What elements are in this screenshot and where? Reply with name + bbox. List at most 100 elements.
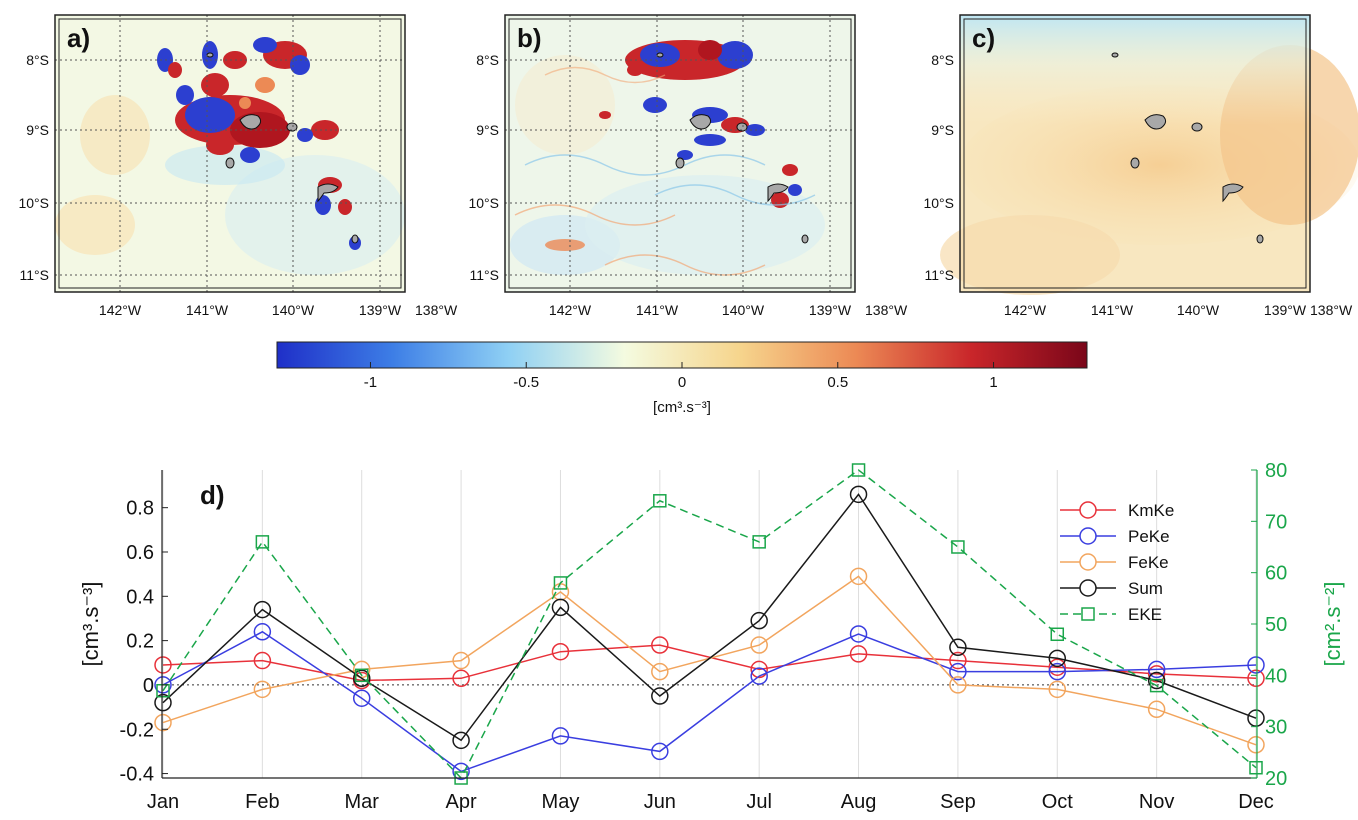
data-point-peke (1147, 660, 1166, 679)
data-point-kmke (849, 645, 868, 663)
legend-marker (1079, 527, 1097, 545)
map-y-tick: 10°S (468, 195, 499, 211)
data-point-kmke (253, 651, 272, 670)
data-point-eke (951, 540, 965, 554)
y-tick-label-right: 20 (1265, 768, 1287, 790)
data-point-sum (750, 611, 768, 630)
y-tick-label-right: 70 (1265, 511, 1287, 533)
legend-label: KmKe (1128, 501, 1174, 520)
data-point-sum (1048, 649, 1067, 668)
data-point-peke (352, 689, 371, 707)
data-point-kmke (1247, 669, 1265, 688)
map-x-tick: 142°W (99, 302, 142, 318)
y-tick-label-left: 0.6 (126, 542, 154, 564)
map-frame-outer (959, 14, 1311, 293)
map-y-tick: 9°S (476, 122, 499, 138)
map-panel-b: b) 142°W 141°W 140°W 139°W 138°W 8°S 9°S… (468, 14, 908, 318)
data-point-peke (651, 742, 669, 761)
data-point-feke (1048, 680, 1067, 699)
data-point-sum (949, 638, 967, 657)
data-point-peke (551, 727, 570, 745)
map-y-tick: 11°S (470, 267, 499, 283)
x-tick-label: Aug (841, 791, 877, 813)
legend-item: PeKe (1060, 527, 1170, 546)
data-point-eke (851, 463, 866, 477)
map-field (940, 15, 1358, 295)
data-point-feke (452, 651, 470, 670)
x-gridlines (162, 470, 1257, 778)
data-point-peke (1048, 662, 1067, 681)
colorbar-tick-label: 0 (678, 374, 686, 391)
data-point-peke (849, 625, 868, 643)
y-tick-label-right: 30 (1265, 717, 1287, 739)
x-tick-label: Feb (245, 791, 279, 813)
data-point-sum (1147, 671, 1166, 690)
x-tick-label: Mar (345, 791, 380, 813)
x-tick-label: Jul (746, 791, 772, 813)
legend-item: FeKe (1060, 553, 1169, 572)
y-ticks-left: -0.4 -0.2 0 0.2 0.4 0.6 0.8 (120, 498, 168, 786)
map-x-tick: 142°W (1004, 302, 1047, 318)
colorbar-tick-label: 0.5 (827, 374, 848, 391)
y-axis-label-right: [cm².s⁻²] (1320, 582, 1345, 667)
legend-marker (1079, 553, 1097, 571)
data-point-kmke (949, 651, 967, 670)
legend-label: EKE (1128, 605, 1162, 624)
data-point-kmke (1147, 665, 1166, 683)
y-tick-label-left: 0.4 (126, 586, 154, 608)
map-x-ticks: 142°W 141°W 140°W 139°W 138°W (549, 302, 908, 318)
series-kmke (154, 636, 1265, 690)
legend: KmKe PeKe FeKe Sum EKE (1060, 501, 1174, 624)
x-tick-label: Jan (147, 791, 179, 813)
data-point-eke (553, 576, 568, 590)
data-point-peke (452, 762, 470, 781)
data-point-eke (653, 494, 667, 508)
y-tick-label-left: 0.8 (126, 498, 154, 520)
colorbar-unit: [cm³.s⁻³] (653, 399, 711, 416)
series-group (154, 463, 1265, 785)
data-point-feke (949, 676, 967, 694)
map-frame-outer (504, 14, 856, 293)
data-point-sum (849, 485, 868, 504)
islands (656, 52, 809, 244)
data-point-kmke (551, 642, 570, 661)
y-tick-label-left: -0.4 (120, 764, 154, 786)
legend-marker (1079, 501, 1097, 519)
map-y-ticks: 8°S 9°S 10°S 11°S (468, 52, 499, 283)
legend-label: PeKe (1128, 527, 1170, 546)
x-tick-label: Oct (1042, 791, 1074, 813)
legend-label: Sum (1128, 579, 1163, 598)
map-gridlines (505, 15, 855, 292)
x-tick-label: Apr (446, 791, 477, 813)
map-y-tick: 8°S (931, 52, 954, 68)
map-x-tick: 140°W (722, 302, 765, 318)
data-point-kmke (651, 636, 669, 654)
panel-label-d: d) (200, 480, 225, 510)
data-point-eke (752, 535, 766, 549)
legend-marker (1079, 579, 1097, 597)
map-y-tick: 11°S (20, 267, 49, 283)
series-peke (154, 623, 1265, 781)
colorbar-tick-label: -0.5 (513, 374, 539, 391)
data-point-sum (452, 731, 470, 750)
x-tick-label: Sep (940, 791, 976, 813)
map-y-tick: 10°S (923, 195, 954, 211)
colorbar-tick-label: -1 (364, 374, 377, 391)
map-gridlines (55, 15, 405, 292)
map-x-tick: 140°W (272, 302, 315, 318)
data-point-eke (1249, 760, 1263, 775)
data-point-eke (1149, 678, 1164, 693)
data-point-feke (1247, 736, 1265, 754)
map-y-ticks: 8°S 9°S 10°S 11°S (923, 52, 954, 283)
data-point-feke (253, 680, 272, 699)
map-frame-outer (54, 14, 406, 293)
legend-item: Sum (1060, 579, 1163, 598)
map-y-ticks: 8°S 9°S 10°S 11°S (18, 52, 49, 283)
map-panel-c: c) 142°W 141°W 140°W 139°W 138°W 8°S 9°S… (923, 14, 1358, 318)
data-point-peke (949, 662, 967, 681)
map-y-tick: 9°S (931, 122, 954, 138)
map-y-tick: 11°S (925, 267, 954, 283)
y-tick-label-right: 40 (1265, 665, 1287, 687)
map-x-tick: 139°W (359, 302, 402, 318)
